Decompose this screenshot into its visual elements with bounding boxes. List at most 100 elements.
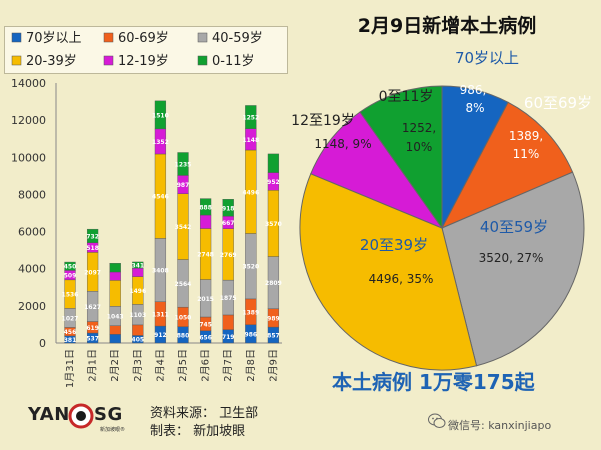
bar-data-label: 4546 — [152, 194, 169, 201]
bar-data-label: 1235 — [175, 161, 192, 168]
bar-data-label: 989 — [267, 315, 280, 322]
bar-data-label: 2809 — [265, 280, 282, 287]
bar-data-label: 912 — [154, 332, 167, 339]
bar-data-label: 405 — [132, 337, 145, 344]
bar-data-label: 719 — [222, 334, 235, 341]
pie-slice — [359, 85, 443, 230]
source-line-1: 资料来源： 卫生部 — [150, 406, 259, 421]
x-tick-label: 2月9日 — [267, 349, 279, 382]
x-tick-label: 2月4日 — [154, 349, 166, 382]
bar-data-label: 619 — [86, 325, 99, 332]
bar-data-label: 1875 — [220, 295, 237, 302]
legend-swatch — [197, 32, 208, 43]
bar-data-label: 1389 — [242, 309, 259, 316]
y-tick-label: 8000 — [18, 188, 46, 201]
bar-data-label: 1510 — [152, 112, 169, 119]
x-tick-label: 2月6日 — [200, 349, 212, 382]
bar-data-label: 3570 — [265, 221, 282, 228]
legend-label: 40-59岁 — [212, 31, 263, 46]
bar-data-label: 1311 — [152, 311, 169, 318]
bar-segment — [109, 280, 121, 307]
bar-data-label: 456 — [64, 329, 77, 336]
y-tick-label: 6000 — [18, 226, 46, 239]
y-tick-label: 12000 — [11, 114, 46, 127]
bar-data-label: 1103 — [129, 312, 146, 319]
bar-data-label: 509 — [64, 273, 77, 280]
pie-value-label: 986, — [460, 83, 487, 97]
logo-text-right: SG — [94, 404, 123, 425]
logo-subtitle: 新加坡眼® — [100, 427, 126, 433]
bar-data-label: 1496 — [129, 288, 146, 295]
bar-chart-legend — [4, 26, 288, 74]
legend-swatch — [103, 55, 114, 66]
x-tick-label: 2月3日 — [132, 349, 144, 382]
bar-data-label: 2097 — [84, 269, 101, 276]
legend-swatch — [103, 32, 114, 43]
legend-swatch — [11, 32, 22, 43]
pie-value-label: 4496, 35% — [369, 272, 434, 286]
bar-segment — [154, 100, 167, 130]
bar-data-label: 450 — [64, 264, 77, 271]
bar-data-label: 667 — [222, 220, 235, 227]
bar-data-label: 3520 — [242, 264, 259, 271]
bar-segment — [109, 263, 121, 273]
bar-data-label: 2769 — [220, 252, 237, 259]
pie-title: 2月9日新增本土病例 — [358, 14, 536, 37]
y-tick-label: 2000 — [18, 300, 46, 313]
pie-slice — [310, 111, 444, 230]
x-tick-label: 2月5日 — [177, 349, 189, 382]
x-tick-label: 2月1日 — [87, 349, 99, 382]
bar-data-label: 3542 — [175, 224, 192, 231]
x-tick-label: 2月8日 — [245, 349, 257, 382]
bar-data-label: 1050 — [175, 314, 192, 321]
legend-label: 0-11岁 — [212, 54, 255, 69]
watermark-text: 微信号: kanxinjiapo — [448, 419, 552, 432]
bar-segment — [199, 198, 212, 216]
bar-data-label: 732 — [86, 233, 99, 240]
pie-slice — [441, 171, 585, 367]
pie-value-label: 1148, 9% — [314, 137, 371, 151]
y-tick-label: 4000 — [18, 263, 46, 276]
bar-data-label: 1252 — [242, 115, 259, 122]
logo-text-left: YAN — [28, 404, 70, 425]
bar-data-label: 880 — [177, 332, 190, 339]
pie-slice — [440, 101, 574, 230]
bar-data-label: 952 — [267, 179, 280, 186]
pie-value-label: 1252, — [402, 121, 436, 135]
legend-label: 60-69岁 — [118, 31, 169, 46]
legend-swatch — [197, 55, 208, 66]
legend-label: 70岁以上 — [26, 31, 82, 46]
legend-label: 20-39岁 — [26, 54, 77, 69]
pie-category-label: 20至39岁 — [360, 236, 428, 254]
pie-category-label: 0至11岁 — [379, 89, 434, 105]
y-tick-label: 0 — [39, 337, 46, 350]
bar-data-label: 1352 — [152, 139, 169, 146]
bar-data-label: 1027 — [62, 315, 79, 322]
bar-segment — [245, 105, 257, 129]
bar-segment — [109, 325, 121, 335]
bar-segment — [177, 152, 189, 176]
pie-value-label: 1389, — [509, 129, 543, 143]
bar-data-label: 2015 — [197, 296, 214, 303]
bar-data-label: 745 — [199, 321, 212, 328]
bar-segment — [222, 314, 234, 330]
total-cases-text: 本土病例 1万零175起 — [332, 370, 535, 394]
bar-segment — [267, 153, 280, 173]
bar-segment — [64, 261, 76, 271]
y-tick-label: 14000 — [11, 77, 46, 90]
bar-data-label: 986 — [245, 331, 258, 338]
bar-data-label: 857 — [267, 333, 280, 340]
x-tick-label: 2月7日 — [222, 349, 234, 382]
bar-data-label: 4496 — [242, 189, 259, 196]
bar-data-label: 656 — [199, 334, 212, 341]
bar-data-label: 1627 — [84, 304, 101, 311]
bar-data-label: 918 — [222, 205, 235, 212]
y-tick-label: 10000 — [11, 151, 46, 164]
bar-data-label: 1043 — [107, 314, 124, 321]
bar-segment — [109, 334, 121, 344]
pie-category-label: 40至59岁 — [480, 218, 548, 236]
pie-slice — [299, 173, 478, 371]
bar-data-label: 537 — [86, 336, 99, 343]
bar-data-label: 2748 — [197, 252, 214, 259]
